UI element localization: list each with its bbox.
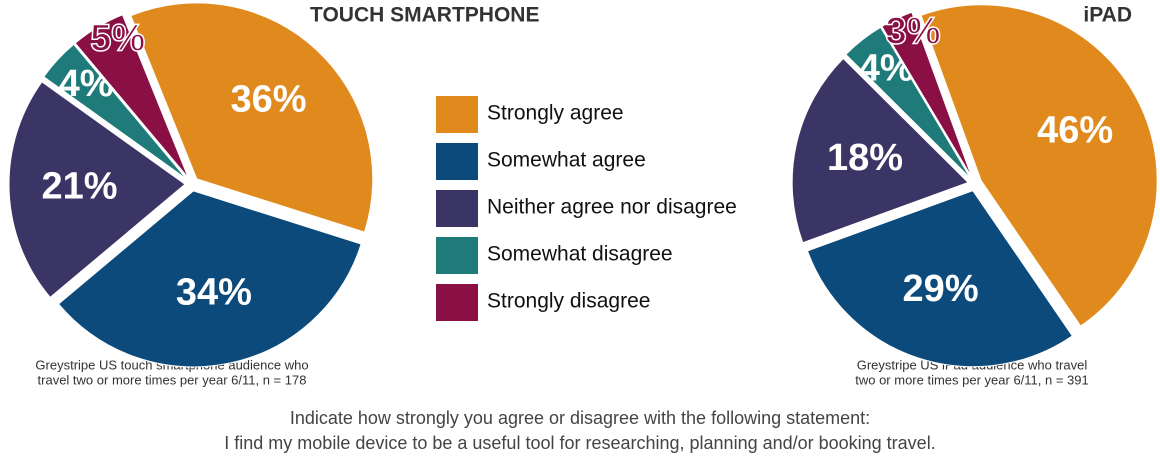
legend-label: Somewhat agree [487,149,646,172]
data-label: 34% [176,271,252,313]
legend-label: Strongly disagree [487,290,650,313]
pie-slice [806,190,1073,368]
source-note: travel two or more times per year 6/11, … [38,372,307,387]
legend-swatch [436,143,478,180]
data-label: 18% [827,137,903,179]
legend-label: Neither agree nor disagree [487,196,737,219]
legend-swatch [436,284,478,321]
chart-title: TOUCH SMARTPHONE [310,4,539,27]
pie-slice [920,4,1158,327]
data-label: 46% [1037,110,1113,152]
legend-swatch [436,96,478,133]
legend-label: Somewhat disagree [487,243,673,266]
footer-text: I find my mobile device to be a useful t… [224,433,935,453]
pie-slice [881,11,973,178]
legend-swatch [436,190,478,227]
pie-slice [43,43,188,180]
pie-slice [845,26,972,179]
pie-slice [791,57,970,244]
data-label: 29% [903,268,979,310]
legend-label: Strongly agree [487,102,624,125]
pie-slice [57,190,362,368]
pie-slice [8,81,186,299]
data-label: 36% [230,78,306,120]
data-label: 5% [90,17,145,59]
data-label: 3% [886,11,941,53]
chart-title: iPAD [1083,4,1132,27]
data-label: 21% [41,165,117,207]
source-note: two or more times per year 6/11, n = 391 [855,372,1089,387]
pie-slice [130,2,374,233]
pie-slice [74,14,189,179]
footer-text: Indicate how strongly you agree or disag… [290,408,870,428]
legend-swatch [436,237,478,274]
